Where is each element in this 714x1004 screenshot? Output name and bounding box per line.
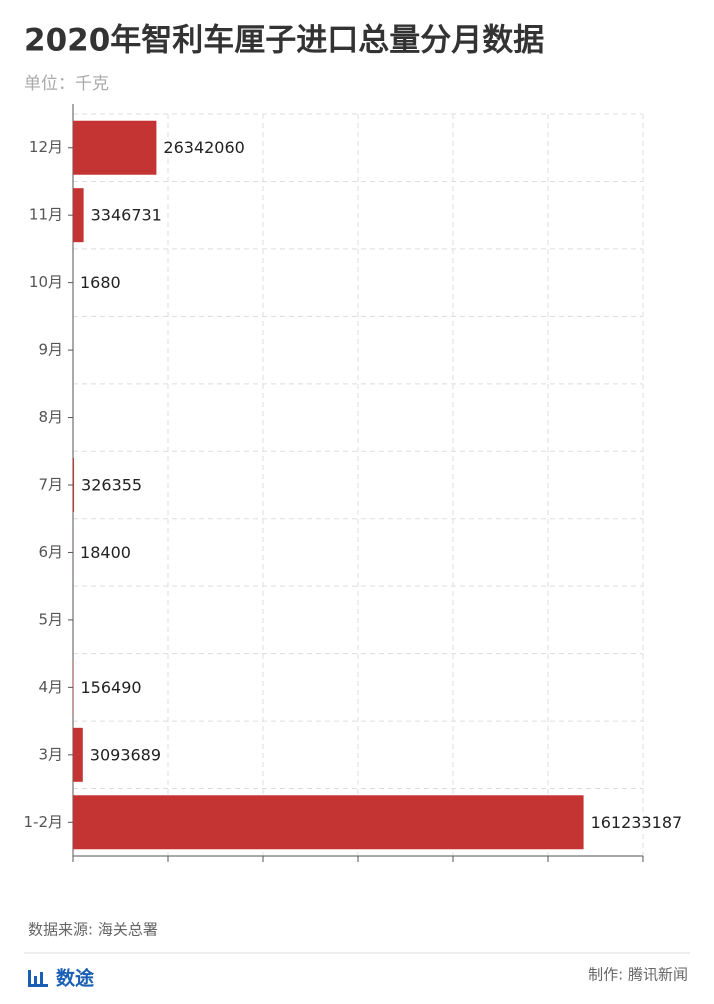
data-label: 3093689 — [90, 745, 161, 764]
y-tick-label: 1-2月 — [24, 813, 64, 831]
credit: 制作: 腾讯新闻 — [588, 966, 688, 984]
chart-title: 2020年智利车厘子进口总量分月数据 — [24, 23, 544, 59]
y-tick-label: 5月 — [38, 610, 63, 628]
data-label: 26342060 — [163, 138, 244, 157]
y-tick-label: 4月 — [38, 678, 63, 696]
y-tick-label: 8月 — [38, 408, 63, 426]
y-tick-label: 7月 — [38, 476, 63, 494]
bar — [73, 458, 74, 512]
bar — [73, 188, 84, 242]
y-tick-label: 11月 — [29, 206, 63, 224]
bar — [73, 795, 584, 849]
data-label: 1680 — [80, 273, 121, 292]
source: 数据来源: 海关总署 — [28, 921, 158, 939]
bar — [73, 728, 83, 782]
data-label: 161233187 — [591, 813, 683, 832]
chart-subtitle: 单位：千克 — [24, 74, 109, 94]
y-tick-label: 12月 — [29, 138, 63, 156]
y-tick-label: 6月 — [38, 543, 63, 561]
data-label: 18400 — [80, 543, 131, 562]
data-label: 156490 — [80, 678, 141, 697]
y-tick-label: 9月 — [38, 341, 63, 359]
data-label: 326355 — [81, 476, 142, 495]
logo-icon — [28, 970, 48, 987]
y-tick-label: 10月 — [29, 273, 63, 291]
data-label: 3346731 — [91, 206, 162, 225]
bar — [73, 121, 156, 175]
y-tick-label: 3月 — [38, 745, 63, 763]
logo: 数途 — [56, 967, 95, 990]
